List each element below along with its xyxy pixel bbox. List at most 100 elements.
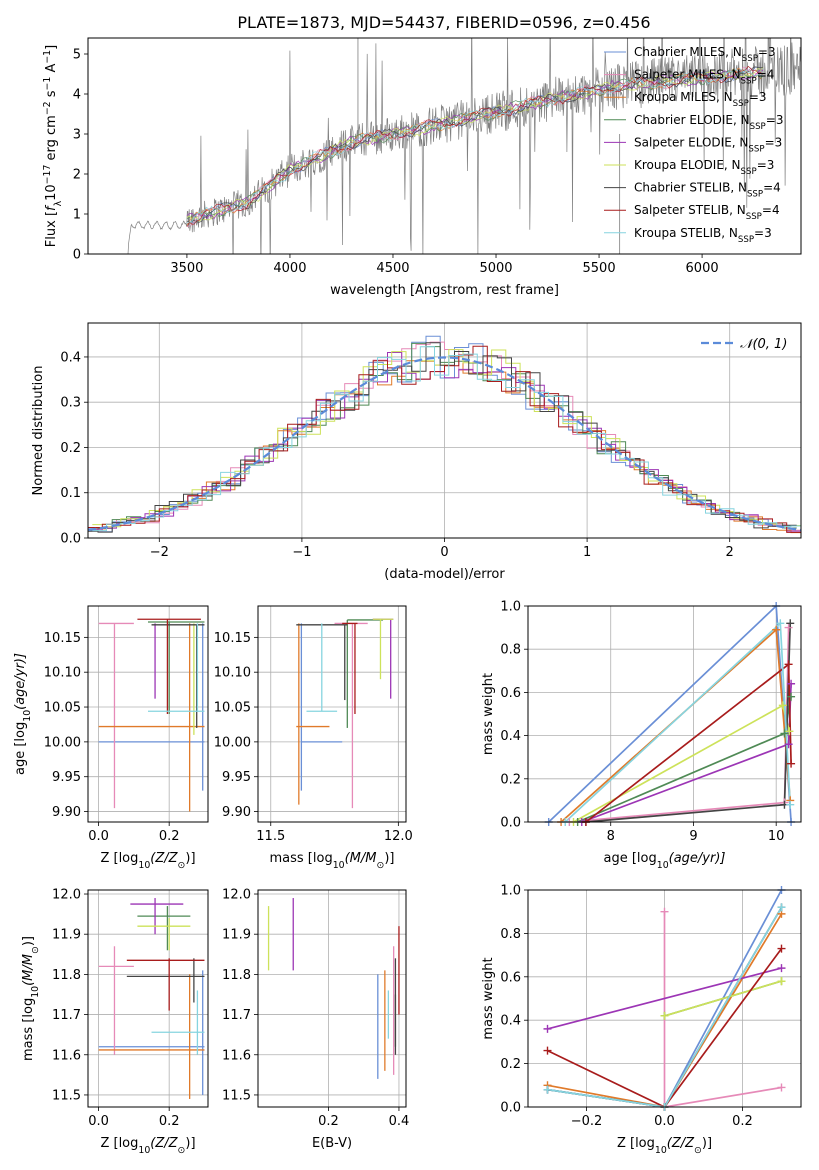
y-tick-label: 3: [73, 128, 81, 143]
y-tick-label: 11.7: [222, 1008, 251, 1023]
x-tick-label: 0.0: [88, 829, 109, 844]
y-tick-label: 11.6: [222, 1048, 251, 1063]
x-tick-label: 0.2: [732, 1114, 753, 1129]
y-tick-label: 0.6: [500, 970, 521, 985]
plot-area: [547, 890, 783, 1107]
legend-label: Salpeter MILES, NSSP=4: [634, 68, 774, 87]
y-tick-label: 0.6: [500, 686, 521, 701]
weight-marker: [777, 964, 786, 973]
x-tick-label: 12.0: [384, 829, 413, 844]
panel-mass-vs-EBV: 0.2 0.4 11.5 11.6 11.7 11.8 11.9 12.0 E(B-V): [222, 888, 409, 1151]
y-axis-label: mass [log10(M/M⊙)]: [21, 936, 41, 1061]
y-axis-label: Normed distribution: [31, 366, 46, 496]
y-tick-label: 0.8: [500, 927, 521, 942]
y-tick-label: 11.8: [52, 968, 81, 983]
weight-marker: [787, 679, 796, 688]
y-tick-label: 10.00: [44, 735, 81, 750]
x-tick-label: 2: [726, 545, 734, 560]
weight-marker: [660, 907, 669, 916]
y-tick-label: 0.0: [60, 532, 81, 547]
panel-age-vs-mass: 11.5 12.0 9.90 9.95 10.00 10.05 10.10 10.15 mass…: [214, 605, 413, 871]
y-tick-label: 0.4: [500, 729, 521, 744]
legend-label: Chabrier STELIB, NSSP=4: [634, 181, 781, 200]
x-tick-label: 0.0: [654, 1114, 675, 1129]
y-tick-label: 1: [73, 208, 81, 223]
y-axis-label: age [log10(age/yr)]: [13, 653, 33, 775]
y-tick-label: 0.2: [500, 772, 521, 787]
axes-frame: [87, 605, 209, 823]
x-tick-label: 5000: [479, 261, 512, 276]
y-tick-label: 0.1: [60, 486, 81, 501]
model-line-chabrier-elodie: [186, 68, 764, 220]
y-tick-label: 0.2: [60, 441, 81, 456]
weight-marker: [777, 903, 786, 912]
y-tick-label: 12.0: [52, 888, 81, 903]
axes-frame: [527, 605, 802, 823]
x-tick-label: 0.2: [159, 829, 180, 844]
plot-area: [296, 618, 394, 809]
axes-frame: [527, 889, 802, 1108]
y-tick-label: 0.8: [500, 643, 521, 658]
weight-line-salpeter-stelib: [547, 948, 783, 1107]
y-tick-label: 0: [73, 248, 81, 263]
weight-marker: [784, 740, 793, 749]
axes-frame: [87, 322, 802, 539]
weight-marker: [543, 1024, 552, 1033]
legend-label: Kroupa STELIB, NSSP=3: [634, 226, 772, 245]
weight-marker: [778, 701, 787, 710]
model-line-kroupa-stelib: [186, 68, 764, 224]
model-line-kroupa-miles: [186, 67, 764, 226]
y-tick-label: 11.6: [52, 1048, 81, 1063]
x-tick-label: 4500: [376, 261, 409, 276]
y-tick-label: 9.95: [52, 770, 81, 785]
x-tick-label: 5500: [583, 261, 616, 276]
y-tick-label: 10.05: [44, 701, 81, 716]
plot-area: [126, 38, 801, 254]
plot-area: [267, 898, 400, 1079]
x-axis-label: Z [log10(Z/Z⊙)]: [617, 1136, 712, 1156]
x-tick-label: 0.0: [88, 1114, 109, 1129]
y-axis-label: mass weight: [481, 957, 496, 1039]
legend-label: Salpeter ELODIE, NSSP=3: [634, 135, 782, 154]
y-axis-label: Flux [fλ10−17 erg cm−2 s−1 A−1]: [42, 45, 64, 247]
y-tick-label: 11.5: [222, 1088, 251, 1103]
y-tick-label: 10.15: [214, 631, 251, 646]
legend-label: Kroupa MILES, NSSP=3: [634, 90, 767, 109]
y-tick-label: 10.00: [214, 735, 251, 750]
legend-label: Salpeter STELIB, NSSP=4: [634, 203, 780, 222]
plot-area: [98, 618, 205, 812]
plot-area: [88, 335, 801, 534]
y-tick-label: 2: [73, 168, 81, 183]
weight-line-salpeter-miles: [663, 911, 782, 1107]
x-axis-label: E(B-V): [312, 1136, 352, 1151]
panel-residuals: −2 −1 0 1 2 0.0 0.1 0.2 0.3 0.4 (data-model)/error…: [31, 322, 802, 582]
panel-weight-vs-Z: −0.2 0.0 0.2 0.0 0.2 0.4 0.6 0.8 1.0 Z [log10(Z/Z…: [481, 884, 802, 1156]
y-tick-label: 10.10: [214, 666, 251, 681]
plot-area: [548, 606, 792, 822]
panel-weight-vs-age: 8 9 10 0.0 0.2 0.4 0.6 0.8 1.0 age [log10(age/yr)…: [481, 600, 802, 871]
weight-marker: [787, 759, 796, 768]
x-tick-label: 0.2: [159, 1114, 180, 1129]
weight-marker: [772, 625, 781, 634]
x-tick-label: 0.4: [389, 1114, 410, 1129]
y-axis-label: mass weight: [481, 673, 496, 755]
panel-mass-vs-Z: 0.0 0.2 11.5 11.6 11.7 11.8 11.9 12.0 Z [log10(Z…: [21, 888, 209, 1156]
y-tick-label: 0.3: [60, 396, 81, 411]
normal-curve: [88, 356, 801, 532]
y-tick-label: 11.7: [52, 1008, 81, 1023]
model-line-chabrier-stelib: [186, 66, 764, 223]
weight-line-salpeter-elodie: [547, 967, 782, 1030]
weight-marker: [784, 660, 793, 669]
y-tick-label: 0.4: [500, 1014, 521, 1029]
panel-age-vs-Z: 0.0 0.2 9.90 9.95 10.00 10.05 10.10 10.15 Z [log…: [13, 605, 209, 871]
axes-frame: [87, 37, 802, 255]
y-tick-label: 9.90: [52, 805, 81, 820]
y-tick-label: 10.10: [44, 666, 81, 681]
weight-marker: [777, 1083, 786, 1092]
histogram-kroupa-stelib: [92, 346, 801, 532]
legend: Chabrier MILES, NSSP=3 Salpeter MILES, NS…: [604, 45, 783, 245]
y-tick-label: 0.0: [500, 816, 521, 831]
x-tick-label: 3500: [170, 261, 203, 276]
x-tick-label: 10: [768, 829, 785, 844]
y-tick-label: 0.2: [500, 1057, 521, 1072]
